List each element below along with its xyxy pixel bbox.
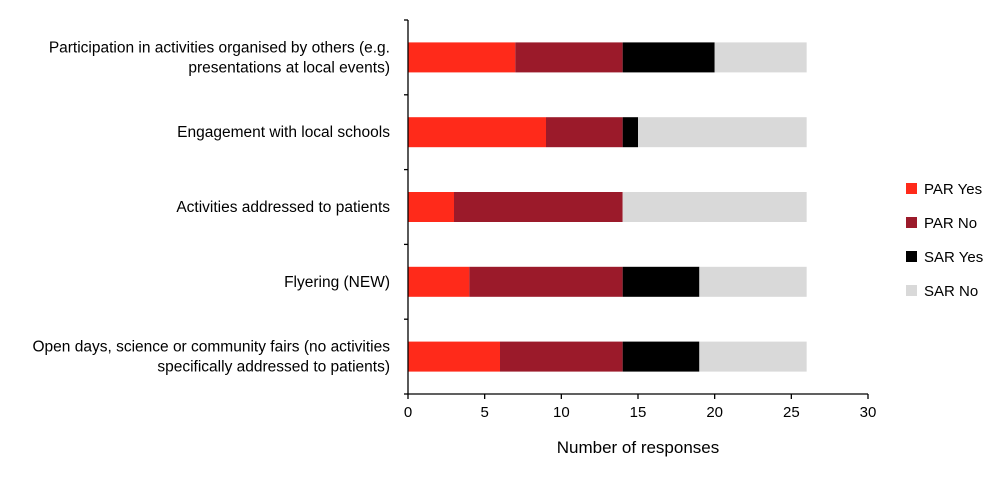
bar-sar-no-4: [699, 341, 807, 372]
x-tick-label: 15: [630, 404, 647, 421]
legend-label-sar-no: SAR No: [924, 283, 978, 300]
bar-par-no-1: [546, 117, 623, 148]
bar-sar-no-1: [638, 117, 807, 148]
legend-swatch-sar-no: [906, 285, 917, 296]
bar-par-no-2: [454, 192, 623, 222]
legend-swatch-par-yes: [906, 183, 917, 194]
bar-sar-yes-4: [622, 341, 700, 372]
legend-label-par-no: PAR No: [924, 215, 977, 232]
x-tick-label: 30: [860, 404, 877, 421]
legend: PAR Yes PAR No SAR Yes SAR No: [906, 181, 983, 300]
category-label: Flyering (NEW): [284, 274, 390, 291]
bar-sar-yes-0: [622, 42, 715, 73]
category-label: Engagement with local schools: [177, 124, 390, 141]
x-tick-label: 25: [783, 404, 800, 421]
x-axis-title: Number of responses: [557, 438, 720, 457]
legend-label-sar-yes: SAR Yes: [924, 249, 983, 266]
bars-group: [408, 42, 807, 372]
legend-label-par-yes: PAR Yes: [924, 181, 982, 198]
bar-par-no-3: [469, 266, 623, 297]
bar-sar-no-3: [699, 266, 807, 297]
x-tick-label: 0: [404, 404, 412, 421]
bar-par-yes-4: [408, 341, 500, 372]
x-tick-label: 5: [480, 404, 488, 421]
x-tick-label: 10: [553, 404, 570, 421]
category-label: Activities addressed to patients: [176, 199, 390, 216]
axes-group: 0 5 10 15 20 25 30: [404, 19, 877, 421]
category-label: specifically addressed to patients): [157, 359, 390, 376]
bar-par-yes-0: [408, 42, 516, 73]
bar-par-no-4: [500, 341, 623, 372]
legend-swatch-sar-yes: [906, 251, 917, 262]
category-label: Participation in activities organised by…: [49, 39, 390, 56]
x-tick-label: 20: [706, 404, 723, 421]
bar-sar-no-0: [714, 42, 807, 73]
bar-par-yes-3: [408, 266, 470, 297]
bar-par-no-0: [515, 42, 623, 73]
category-labels-group: Participation in activities organised by…: [33, 39, 391, 375]
category-label: Open days, science or community fairs (n…: [33, 339, 391, 356]
bar-par-yes-1: [408, 117, 546, 148]
bar-sar-yes-3: [622, 266, 700, 297]
bar-sar-no-2: [622, 192, 807, 222]
bar-sar-yes-1: [622, 117, 638, 148]
legend-swatch-par-no: [906, 217, 917, 228]
bar-par-yes-2: [408, 192, 454, 222]
category-label: presentations at local events): [188, 59, 390, 76]
